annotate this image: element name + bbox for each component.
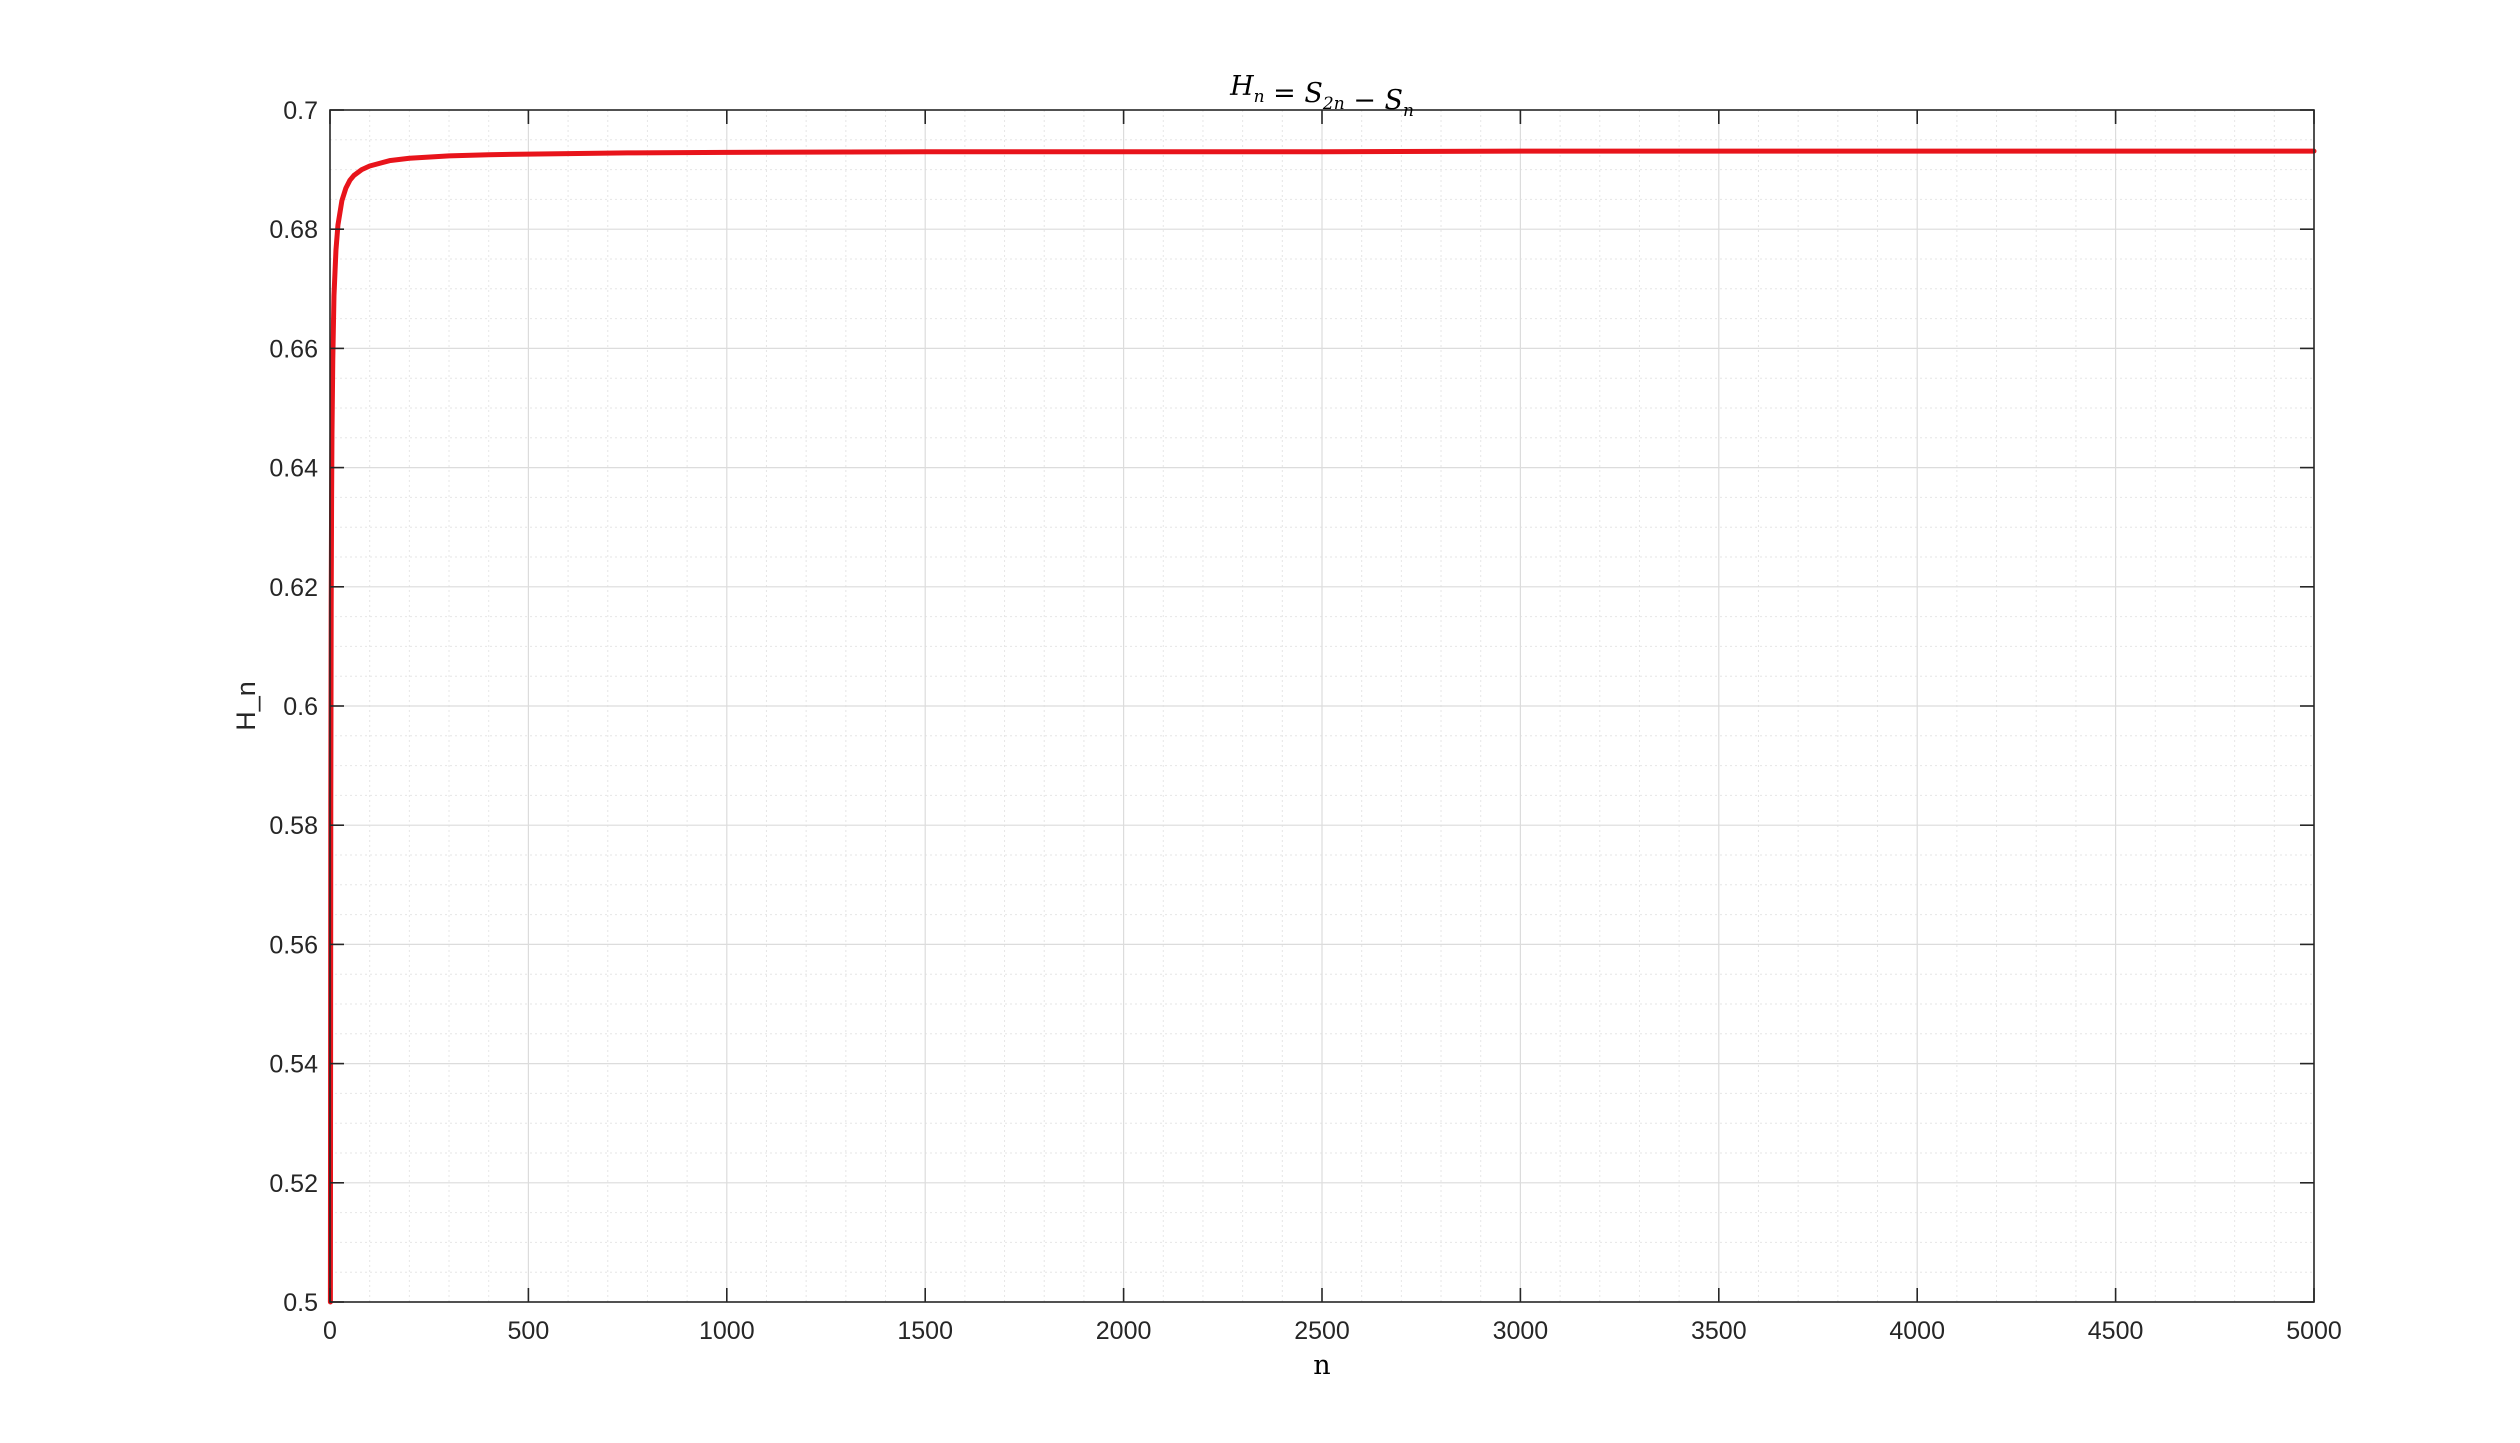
x-tick-label: 4000 — [1889, 1317, 1945, 1345]
x-tick-label: 500 — [508, 1317, 550, 1345]
title-subscript: 2n — [1322, 94, 1345, 114]
y-tick-labels: 0.5 0.52 0.54 0.56 0.58 0.6 0.62 0.64 0.66 0.68 0.… — [269, 97, 318, 1317]
x-tick-label: 0 — [323, 1317, 337, 1345]
y-tick-label: 0.56 — [269, 931, 318, 959]
y-tick-label: 0.54 — [269, 1051, 318, 1079]
y-tick-label: 0.58 — [269, 812, 318, 840]
y-axis-label: H_n — [231, 681, 261, 731]
x-tick-label: 2000 — [1096, 1317, 1152, 1345]
title-part: = — [1265, 78, 1305, 109]
title-part: − — [1345, 85, 1385, 116]
y-tick-label: 0.64 — [269, 455, 318, 483]
y-tick-label: 0.68 — [269, 216, 318, 244]
title-part: S — [1384, 85, 1403, 116]
series-layer — [327, 148, 2317, 1305]
title-subscript: n — [1254, 87, 1265, 107]
x-tick-label: 1000 — [699, 1317, 755, 1345]
major-grid — [330, 110, 2314, 1302]
y-tick-label: 0.7 — [283, 97, 318, 125]
y-tick-label: 0.62 — [269, 574, 318, 602]
x-tick-label: 1500 — [897, 1317, 953, 1345]
title-part: H — [1229, 71, 1254, 102]
title-part: S — [1304, 78, 1323, 109]
x-tick-label: 2500 — [1294, 1317, 1350, 1345]
y-tick-label: 0.66 — [269, 335, 318, 363]
series-line — [327, 148, 2317, 1305]
y-tick-label: 0.52 — [269, 1170, 318, 1198]
chart-title: Hn = S2n − Sn — [1229, 71, 1414, 121]
y-tick-label: 0.5 — [283, 1289, 318, 1317]
x-tick-labels: 0 500 1000 1500 2000 2500 3000 3500 4000 4500 5000 — [323, 1317, 2342, 1345]
x-tick-label: 5000 — [2286, 1317, 2342, 1345]
x-tick-label: 3500 — [1691, 1317, 1747, 1345]
x-tick-label: 3000 — [1493, 1317, 1549, 1345]
tick-marks — [329, 109, 2315, 1303]
y-tick-label: 0.6 — [283, 693, 318, 721]
x-axis-label: n — [1313, 1350, 1330, 1381]
title-subscript: n — [1403, 101, 1414, 121]
x-tick-label: 4500 — [2088, 1317, 2144, 1345]
